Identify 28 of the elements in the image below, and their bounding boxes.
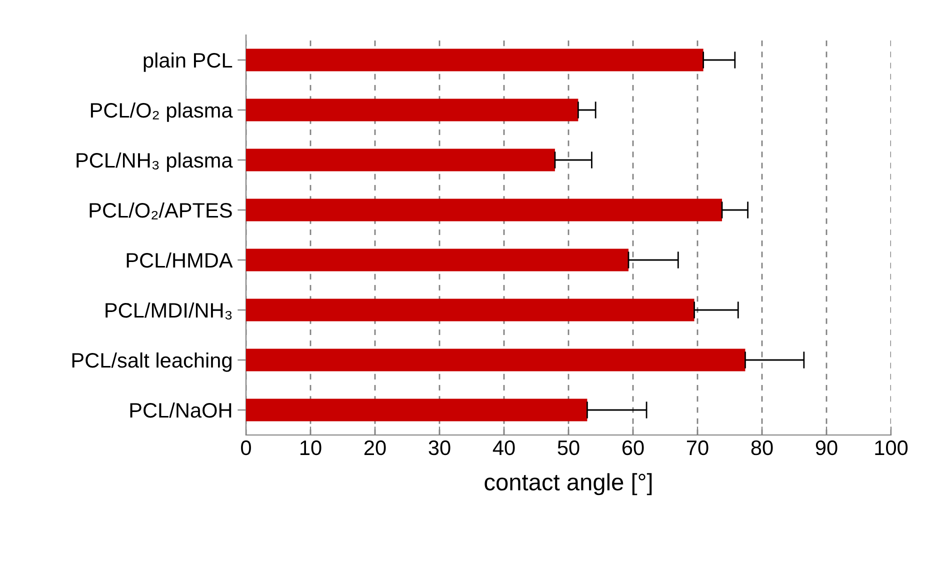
- y-tick-label: PCL/NaOH: [130, 402, 232, 418]
- y-tick-label: PCL/HMDA: [126, 252, 233, 268]
- bar: [246, 298, 694, 322]
- bar: [246, 148, 555, 172]
- x-tick-label: 20: [364, 440, 386, 456]
- x-tick-label: 10: [300, 440, 322, 456]
- bar: [246, 248, 628, 272]
- bar: [246, 198, 722, 222]
- x-tick-label: 100: [875, 440, 908, 456]
- x-tick-label: 30: [428, 440, 450, 456]
- y-tick-label: plain PCL: [144, 52, 232, 72]
- y-tick-label: PCL/NH₃ plasma: [76, 152, 233, 172]
- y-tick-label: PCL/salt leaching: [72, 352, 232, 372]
- x-tick-label: 70: [686, 440, 708, 456]
- x-axis-title: contact angle [°]: [484, 473, 652, 496]
- bar: [246, 398, 588, 422]
- y-tick-label: PCL/O₂/APTES: [90, 202, 232, 220]
- x-tick-label: 50: [558, 440, 580, 456]
- y-tick-label: PCL/O₂ plasma: [90, 102, 233, 122]
- bar: [246, 348, 746, 372]
- y-tick-label: PCL/MDI/NH₃: [106, 302, 232, 320]
- x-tick-label: 80: [751, 440, 773, 456]
- x-tick-label: 0: [241, 440, 251, 456]
- x-tick-label: 90: [816, 440, 838, 456]
- bar: [246, 48, 704, 72]
- x-tick-label: 60: [622, 440, 644, 456]
- x-tick-label: 40: [492, 440, 515, 456]
- bar: [246, 98, 578, 122]
